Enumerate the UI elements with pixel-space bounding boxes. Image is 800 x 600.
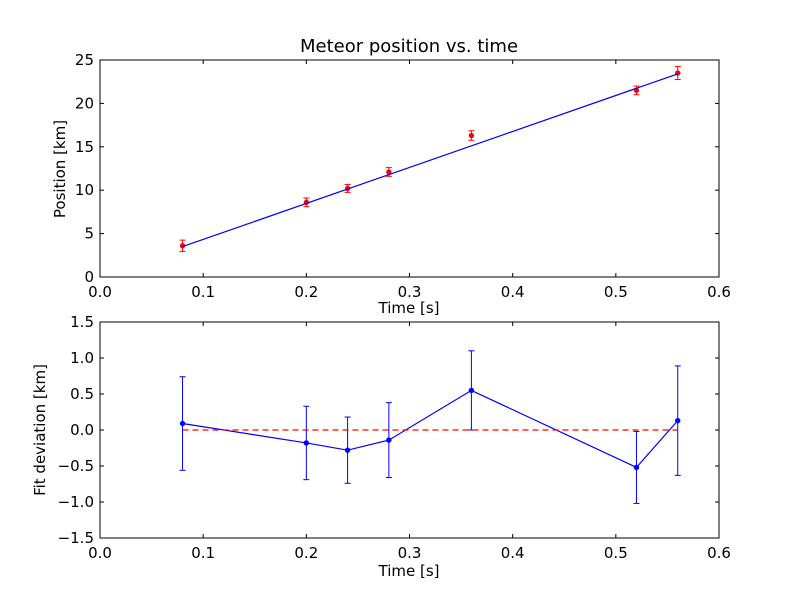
y-axis-label: Position [km] [51,120,69,218]
y-tick-label: −0.5 [58,457,94,475]
deviation-plot-marks [179,350,681,504]
y-tick-label: 0.0 [70,421,94,439]
data-point [386,437,392,443]
position-axis-ticks: 0.0 0.1 0.2 0.3 0.4 0.5 0.6 0 5 10 15 20 25 [75,51,731,301]
x-tick-label: 0.2 [294,544,318,562]
y-tick-label: 25 [75,51,94,69]
x-tick-label: 0.6 [707,283,731,301]
x-tick-label: 0.4 [501,544,525,562]
data-point [468,132,475,139]
y-tick-label: 0.5 [70,385,94,403]
data-point [633,464,640,471]
x-tick-label: 0.2 [294,283,318,301]
position-vs-time-panel: Meteor position vs. time 0.0 0.1 0.2 0.3 0.4… [51,36,731,317]
y-tick-label: 1.0 [70,349,94,367]
y-tick-label: 0 [84,268,94,286]
data-point [303,440,310,446]
position-plot-marks [179,66,681,252]
chart-title: Meteor position vs. time [300,36,518,57]
data-point [468,387,475,394]
y-tick-label: 10 [75,181,94,199]
x-tick-label: 0.5 [604,544,628,562]
x-tick-label: 0.1 [191,544,215,562]
x-tick-label: 0.4 [501,283,525,301]
y-axis-label: Fit deviation [km] [31,364,49,496]
data-point [344,447,351,453]
x-tick-label: 0.3 [398,283,422,301]
y-tick-label: −1.0 [58,493,94,511]
x-tick-label: 0.1 [191,283,215,301]
x-axis-label: Time [s] [378,562,440,580]
x-tick-label: 0.0 [88,544,112,562]
deviation-axis-ticks: 0.0 0.1 0.2 0.3 0.4 0.5 0.6 −1.5 −1.0 −0.5 0.0 0.5 1… [58,313,731,562]
fit-line [182,73,678,248]
x-axis-label: Time [s] [378,299,440,317]
y-tick-label: 20 [75,94,94,112]
y-tick-label: 5 [84,225,94,243]
y-tick-label: −1.5 [58,529,94,547]
fit-deviation-panel: 0.0 0.1 0.2 0.3 0.4 0.5 0.6 −1.5 −1.0 −0.5 0.0 0.5 1… [31,313,731,580]
x-tick-label: 0.0 [88,283,112,301]
x-tick-label: 0.3 [398,544,422,562]
data-point [179,420,186,427]
x-tick-label: 0.6 [707,544,731,562]
data-point [675,417,681,424]
y-tick-label: 1.5 [70,313,94,331]
y-tick-label: 15 [75,138,94,156]
x-tick-label: 0.5 [604,283,628,301]
